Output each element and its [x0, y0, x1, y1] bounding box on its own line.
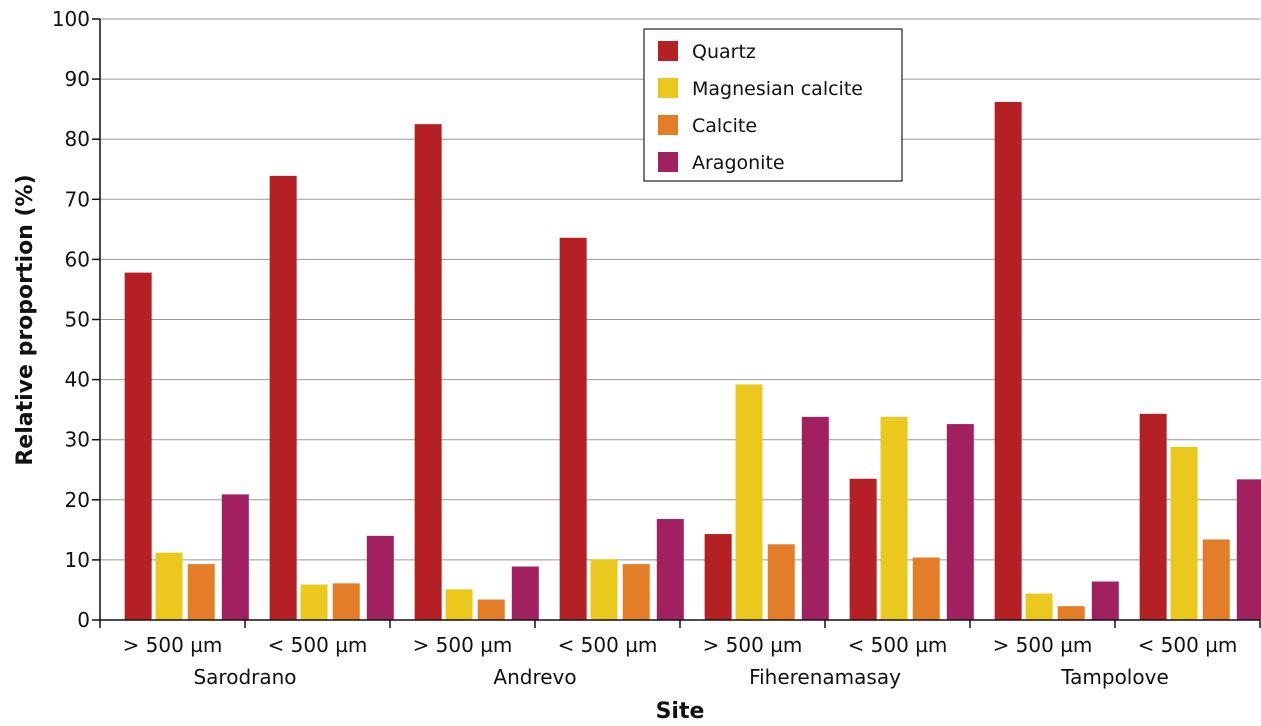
bar [1025, 593, 1053, 620]
bar [511, 566, 539, 620]
x-tick-label: < 500 µm [1138, 633, 1238, 657]
bar [445, 589, 473, 620]
axes [92, 18, 1261, 628]
bar [735, 384, 763, 620]
legend-label: Quartz [692, 41, 756, 63]
y-tick-label: 50 [65, 308, 90, 332]
legend-swatch [658, 115, 678, 135]
x-axis-title: Site [656, 699, 705, 724]
bar [622, 564, 650, 620]
x-tick-label: > 500 µm [123, 633, 223, 657]
legend-label: Magnesian calcite [692, 78, 863, 100]
legend: Quartz Magnesian calcite Calcite Aragonite [643, 28, 903, 182]
bars [124, 101, 1261, 621]
bar [1057, 606, 1085, 620]
bar [704, 534, 732, 620]
bar [124, 272, 152, 620]
y-tick-label: 80 [65, 127, 90, 151]
bar [1139, 413, 1167, 620]
bar [559, 237, 587, 620]
y-tick-label: 0 [77, 608, 90, 632]
bar [332, 583, 360, 620]
y-tick-label: 30 [65, 428, 90, 452]
bar [880, 416, 908, 620]
y-tick-label: 10 [65, 548, 90, 572]
bar [656, 519, 684, 620]
y-tick-label: 20 [65, 488, 90, 512]
y-tick-label: 40 [65, 368, 90, 392]
y-tick-labels: 0 10 20 30 40 50 60 70 80 90 100 [52, 7, 90, 632]
bar [414, 124, 442, 621]
x-tick-label: < 500 µm [268, 633, 368, 657]
bar [946, 424, 974, 620]
bar [1236, 479, 1261, 620]
y-axis-title: Relative proportion (%) [13, 174, 38, 465]
y-tick-label: 70 [65, 187, 90, 211]
bar [1202, 539, 1230, 620]
x-tick-label: < 500 µm [848, 633, 948, 657]
y-tick-label: 100 [52, 7, 90, 31]
legend-label: Aragonite [692, 152, 785, 174]
bar [187, 564, 215, 620]
bar [477, 599, 505, 620]
x-tick-label: > 500 µm [993, 633, 1093, 657]
bar [912, 557, 940, 620]
bar [1091, 581, 1119, 620]
legend-label: Calcite [692, 115, 757, 137]
x-tick-label: > 500 µm [703, 633, 803, 657]
y-tick-label: 60 [65, 247, 90, 271]
legend-swatch [658, 41, 678, 61]
group-label: Andrevo [493, 665, 576, 689]
bar [767, 544, 795, 620]
y-tick-label: 90 [65, 67, 90, 91]
group-labels: Sarodrano Andrevo Fiherenamasay Tampolove [193, 665, 1168, 689]
bar [366, 535, 394, 620]
bar [590, 559, 618, 620]
group-label: Tampolove [1060, 665, 1169, 689]
bar [1170, 446, 1198, 620]
bar [801, 416, 829, 620]
bar [300, 584, 328, 620]
bar [221, 494, 249, 620]
bar [849, 478, 877, 620]
x-tick-labels: > 500 µm < 500 µm > 500 µm < 500 µm > 500 µm… [123, 633, 1238, 657]
group-label: Fiherenamasay [749, 665, 901, 689]
bar [994, 101, 1022, 621]
x-tick-label: < 500 µm [558, 633, 658, 657]
group-label: Sarodrano [193, 665, 296, 689]
legend-swatch [658, 152, 678, 172]
legend-box [643, 28, 903, 182]
x-tick-label: > 500 µm [413, 633, 513, 657]
bar [155, 552, 183, 620]
legend-swatch [658, 78, 678, 98]
bar [269, 175, 297, 620]
